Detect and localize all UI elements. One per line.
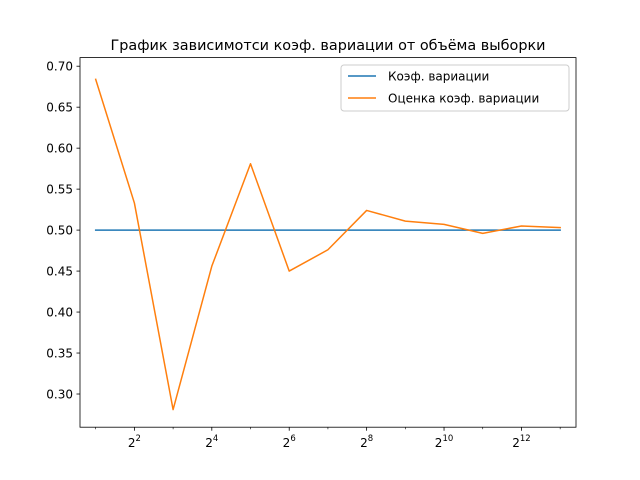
x-tick-label-5: 212: [512, 434, 530, 450]
y-tick-label-5: 0.55: [46, 182, 73, 196]
y-tick-label-8: 0.70: [46, 60, 73, 74]
legend-label-1: Оценка коэф. вариации: [388, 91, 539, 105]
legend: Коэф. вариации Оценка коэф. вариации: [340, 64, 570, 112]
x-tick-label-0: 22: [128, 434, 141, 450]
x-tick-label-3: 28: [360, 434, 373, 450]
plot-lines: [94, 78, 561, 411]
x-axis: 22 24 26 28 210 212: [95, 427, 561, 450]
x-tick-label-1: 24: [205, 434, 218, 450]
chart-title: График зависимотси коэф. вариации от объ…: [110, 38, 545, 54]
legend-label-0: Коэф. вариации: [388, 69, 489, 83]
x-tick-label-4: 210: [435, 434, 453, 450]
y-tick-label-7: 0.65: [46, 100, 73, 114]
x-tick-label-2: 26: [283, 434, 296, 450]
y-tick-label-1: 0.35: [46, 346, 73, 360]
y-tick-label-3: 0.45: [46, 264, 73, 278]
legend-box: [340, 64, 570, 112]
y-tick-label-0: 0.30: [46, 387, 73, 401]
y-tick-label-2: 0.40: [46, 305, 73, 319]
y-axis: 0.30 0.35 0.40 0.45 0.50 0.55 0.60 0.65 0.70: [46, 60, 80, 401]
series-line-1: [94, 78, 561, 411]
y-tick-label-4: 0.50: [46, 223, 73, 237]
y-tick-label-6: 0.60: [46, 141, 73, 155]
